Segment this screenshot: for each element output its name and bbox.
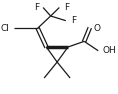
Text: F: F	[34, 3, 39, 12]
Text: O: O	[94, 24, 101, 33]
Text: F: F	[64, 3, 69, 12]
Text: F: F	[71, 16, 76, 25]
Text: OH: OH	[103, 46, 116, 55]
Text: Cl: Cl	[1, 24, 10, 33]
